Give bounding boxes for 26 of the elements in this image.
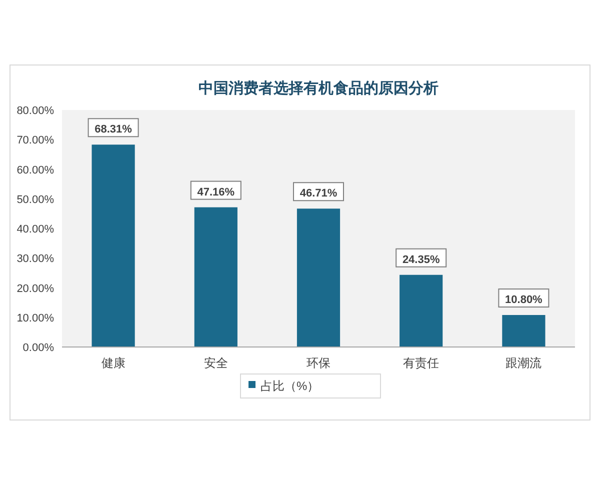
y-tick-label: 80.00%	[16, 105, 54, 117]
x-tick-label: 环保	[306, 356, 330, 370]
x-tick-label: 健康	[101, 356, 126, 370]
data-label: 10.80%	[505, 294, 543, 306]
y-tick-label: 10.00%	[16, 312, 54, 324]
y-tick-label: 30.00%	[16, 253, 54, 266]
x-tick-label: 有责任	[403, 356, 440, 370]
data-label: 46.71%	[300, 188, 338, 200]
bar	[194, 207, 238, 347]
data-label: 68.31%	[94, 124, 132, 136]
chart-title: 中国消费者选择有机食品的原因分析	[198, 80, 438, 97]
y-tick-label: 60.00%	[16, 164, 54, 176]
y-tick-label: 20.00%	[16, 282, 54, 295]
y-tick-label: 40.00%	[16, 224, 54, 236]
x-tick-label: 跟潮流	[506, 356, 542, 370]
bar	[400, 274, 443, 347]
y-tick-label: 50.00%	[16, 194, 54, 206]
y-tick-label: 0.00%	[22, 342, 54, 354]
bar	[92, 144, 135, 347]
bar	[296, 208, 340, 347]
x-tick-label: 安全	[204, 356, 228, 370]
data-label: 24.35%	[402, 254, 440, 266]
bar	[502, 315, 546, 347]
legend-label: 占比（%）	[260, 379, 320, 393]
y-tick-label: 70.00%	[16, 134, 54, 147]
data-label: 47.16%	[197, 186, 235, 198]
